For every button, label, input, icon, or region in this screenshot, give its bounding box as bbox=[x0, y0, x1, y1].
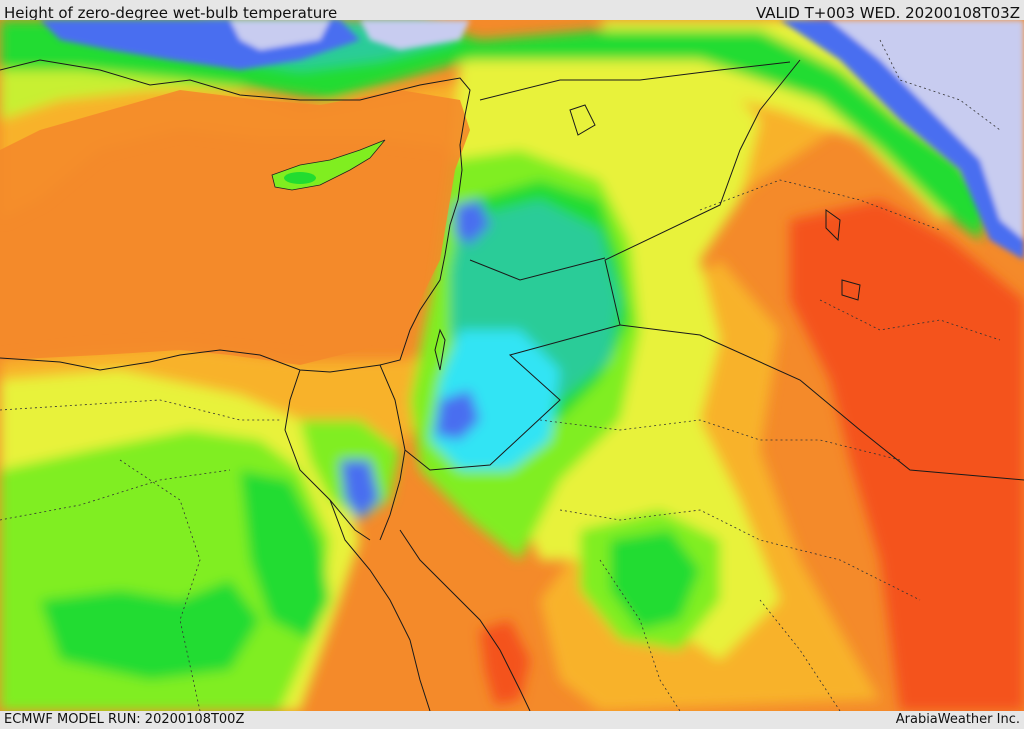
blue-lebanon bbox=[455, 200, 490, 245]
internal-boundary-1 bbox=[0, 399, 280, 421]
green-anatolia bbox=[0, 20, 990, 240]
gulf-of-aqaba bbox=[379, 449, 406, 541]
header-bar bbox=[0, 0, 1024, 20]
mediterranean bbox=[0, 90, 470, 365]
turkey-coast bbox=[0, 59, 471, 201]
green-egypt-inner bbox=[40, 580, 260, 680]
red-orange-redsea bbox=[480, 620, 530, 705]
green-hejaz-inner bbox=[610, 530, 700, 630]
credit-text: ArabiaWeather Inc. bbox=[895, 712, 1020, 727]
syria-iraq-border bbox=[604, 59, 801, 326]
internal-boundary-7 bbox=[759, 599, 841, 711]
gulf-coast-islands bbox=[825, 209, 861, 301]
gulf-of-suez bbox=[284, 369, 371, 541]
syria-jordan-border bbox=[469, 257, 606, 281]
lavender-turkey-east bbox=[830, 20, 1024, 240]
levant-coast bbox=[379, 199, 459, 366]
red-orange-iraq bbox=[790, 200, 1024, 711]
lavender-northwest bbox=[360, 20, 470, 50]
internal-boundary-2 bbox=[0, 469, 231, 521]
internal-boundary-9 bbox=[119, 459, 201, 711]
egypt-israel-border bbox=[379, 364, 406, 451]
model-run: ECMWF MODEL RUN: 20200108T00Z bbox=[4, 712, 245, 727]
blue-jordan bbox=[435, 390, 480, 440]
red-sea-east bbox=[399, 529, 531, 711]
green-egypt-east bbox=[240, 470, 330, 640]
blue-sinai bbox=[340, 460, 380, 520]
cyprus-center bbox=[284, 172, 316, 184]
valid-time: VALID T+003 WED. 20200108T03Z bbox=[755, 4, 1020, 22]
red-sea-west bbox=[329, 499, 431, 711]
internal-boundary-5 bbox=[699, 179, 941, 231]
syria-turkey-border bbox=[479, 61, 791, 101]
jordan-saudi-border bbox=[404, 324, 621, 471]
caspian-lake bbox=[569, 104, 596, 136]
map-title: Height of zero-degree wet-bulb temperatu… bbox=[4, 4, 338, 22]
iraq-saudi-border bbox=[619, 324, 1024, 481]
weather-map[interactable] bbox=[0, 20, 1024, 711]
footer-bar bbox=[0, 711, 1024, 729]
lavender-anatolia bbox=[230, 20, 330, 50]
egypt-coast bbox=[0, 349, 381, 373]
internal-boundary-4 bbox=[559, 509, 921, 601]
internal-boundary-10 bbox=[879, 39, 1001, 131]
dead-sea bbox=[434, 328, 446, 371]
internal-boundary-8 bbox=[599, 559, 681, 711]
map-canvas bbox=[0, 20, 1024, 711]
